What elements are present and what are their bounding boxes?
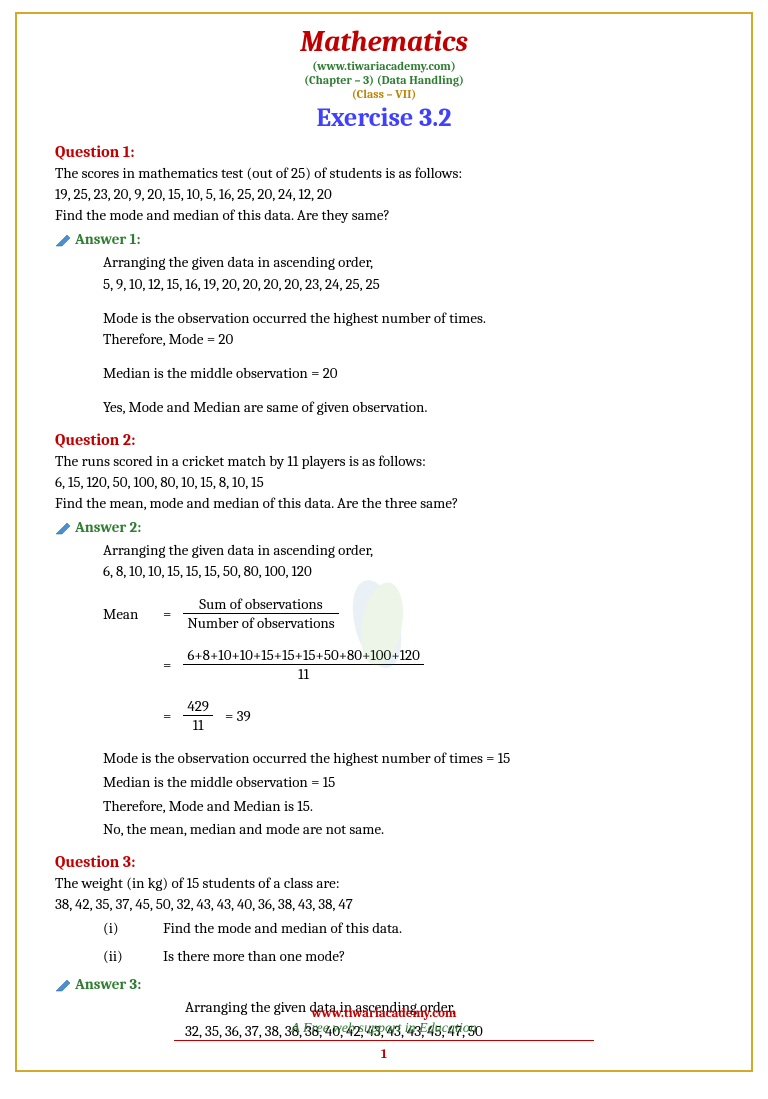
answer-2-heading: Answer 2: bbox=[55, 518, 713, 536]
question-1-heading: Question 1: bbox=[55, 143, 713, 161]
q1-line2: 19, 25, 23, 20, 9, 20, 15, 10, 5, 16, 25… bbox=[55, 185, 332, 203]
q2-a2: 6, 8, 10, 10, 15, 15, 15, 50, 80, 100, 1… bbox=[103, 562, 312, 580]
answer-1-label: Answer 1: bbox=[75, 230, 141, 248]
q3-sub1: (i) Find the mode and median of this dat… bbox=[103, 919, 713, 937]
q2-a6: No, the mean, median and mode are not sa… bbox=[103, 819, 713, 841]
mean-formula-3: = 429 11 = 39 bbox=[103, 697, 713, 734]
page-number: 1 bbox=[17, 1047, 751, 1062]
class-label: (Class – VII) bbox=[55, 87, 713, 101]
fraction-2: 6+8+10+10+15+15+15+50+80+100+120 11 bbox=[183, 646, 424, 683]
answer-2-body: Arranging the given data in ascending or… bbox=[55, 540, 713, 842]
answer-1-heading: Answer 1: bbox=[55, 230, 713, 248]
frac3-num: 429 bbox=[183, 697, 213, 716]
q1-a4: Therefore, Mode = 20 bbox=[103, 330, 233, 348]
question-3-heading: Question 3: bbox=[55, 853, 713, 871]
q1-a6: Yes, Mode and Median are same of given o… bbox=[103, 397, 713, 419]
footer: www.tiwariacademy.com A Free web support… bbox=[17, 1006, 751, 1062]
mean-result: = 39 bbox=[225, 707, 251, 725]
frac1-num: Sum of observations bbox=[183, 595, 338, 614]
q1-a3: Mode is the observation occurred the hig… bbox=[103, 309, 486, 327]
q1-a1: Arranging the given data in ascending or… bbox=[103, 253, 373, 271]
sub2-num: (ii) bbox=[103, 947, 133, 965]
sub1-num: (i) bbox=[103, 919, 133, 937]
q2-line3: Find the mean, mode and median of this d… bbox=[55, 494, 458, 512]
question-2-heading: Question 2: bbox=[55, 431, 713, 449]
pencil-icon bbox=[55, 233, 71, 245]
q1-text: The scores in mathematics test (out of 2… bbox=[55, 163, 713, 226]
mean-formula-2: = 6+8+10+10+15+15+15+50+80+100+120 11 bbox=[103, 646, 713, 683]
fraction-1: Sum of observations Number of observatio… bbox=[183, 595, 338, 632]
q2-line1: The runs scored in a cricket match by 11… bbox=[55, 452, 426, 470]
q1-a2: 5, 9, 10, 12, 15, 16, 19, 20, 20, 20, 20… bbox=[103, 275, 380, 293]
answer-3-label: Answer 3: bbox=[75, 975, 141, 993]
page-container: Mathematics (www.tiwariacademy.com) (Cha… bbox=[15, 12, 753, 1072]
answer-1-body: Arranging the given data in ascending or… bbox=[55, 252, 713, 419]
q3-sub2: (ii) Is there more than one mode? bbox=[103, 947, 713, 965]
sub1-text: Find the mode and median of this data. bbox=[163, 919, 402, 937]
q3-sublist: (i) Find the mode and median of this dat… bbox=[55, 919, 713, 965]
frac2-den: 11 bbox=[183, 665, 424, 683]
q2-a5: Therefore, Mode and Median is 15. bbox=[103, 796, 713, 818]
answer-2-label: Answer 2: bbox=[75, 518, 141, 536]
equals-2: = bbox=[163, 656, 171, 674]
chapter-label: (Chapter – 3) (Data Handling) bbox=[55, 73, 713, 87]
q2-a1: Arranging the given data in ascending or… bbox=[103, 541, 373, 559]
q1-a5: Median is the middle observation = 20 bbox=[103, 363, 713, 385]
pencil-icon bbox=[55, 521, 71, 533]
pencil-icon bbox=[55, 978, 71, 990]
footer-divider bbox=[174, 1040, 594, 1041]
q3-line1: The weight (in kg) of 15 students of a c… bbox=[55, 874, 340, 892]
website-link: (www.tiwariacademy.com) bbox=[55, 59, 713, 73]
q2-text: The runs scored in a cricket match by 11… bbox=[55, 451, 713, 514]
equals-1: = bbox=[163, 605, 171, 623]
q3-line2: 38, 42, 35, 37, 45, 50, 32, 43, 43, 40, … bbox=[55, 895, 353, 913]
fraction-3: 429 11 bbox=[183, 697, 213, 734]
q2-a4: Median is the middle observation = 15 bbox=[103, 772, 713, 794]
title: Mathematics bbox=[55, 26, 713, 59]
footer-tagline: A Free web support in Education bbox=[17, 1021, 751, 1037]
mean-formula-1: Mean = Sum of observations Number of obs… bbox=[103, 595, 713, 632]
q1-line3: Find the mode and median of this data. A… bbox=[55, 206, 390, 224]
frac1-den: Number of observations bbox=[183, 614, 338, 632]
answer-3-heading: Answer 3: bbox=[55, 975, 713, 993]
q3-text: The weight (in kg) of 15 students of a c… bbox=[55, 873, 713, 915]
q2-line2: 6, 15, 120, 50, 100, 80, 10, 15, 8, 10, … bbox=[55, 473, 264, 491]
exercise-title: Exercise 3.2 bbox=[55, 103, 713, 133]
frac3-den: 11 bbox=[183, 716, 213, 734]
header: Mathematics (www.tiwariacademy.com) (Cha… bbox=[55, 26, 713, 133]
q2-a3: Mode is the observation occurred the hig… bbox=[103, 748, 713, 770]
q1-line1: The scores in mathematics test (out of 2… bbox=[55, 164, 462, 182]
equals-3: = bbox=[163, 707, 171, 725]
footer-website: www.tiwariacademy.com bbox=[17, 1006, 751, 1021]
frac2-num: 6+8+10+10+15+15+15+50+80+100+120 bbox=[183, 646, 424, 665]
mean-label: Mean bbox=[103, 605, 151, 623]
sub2-text: Is there more than one mode? bbox=[163, 947, 345, 965]
